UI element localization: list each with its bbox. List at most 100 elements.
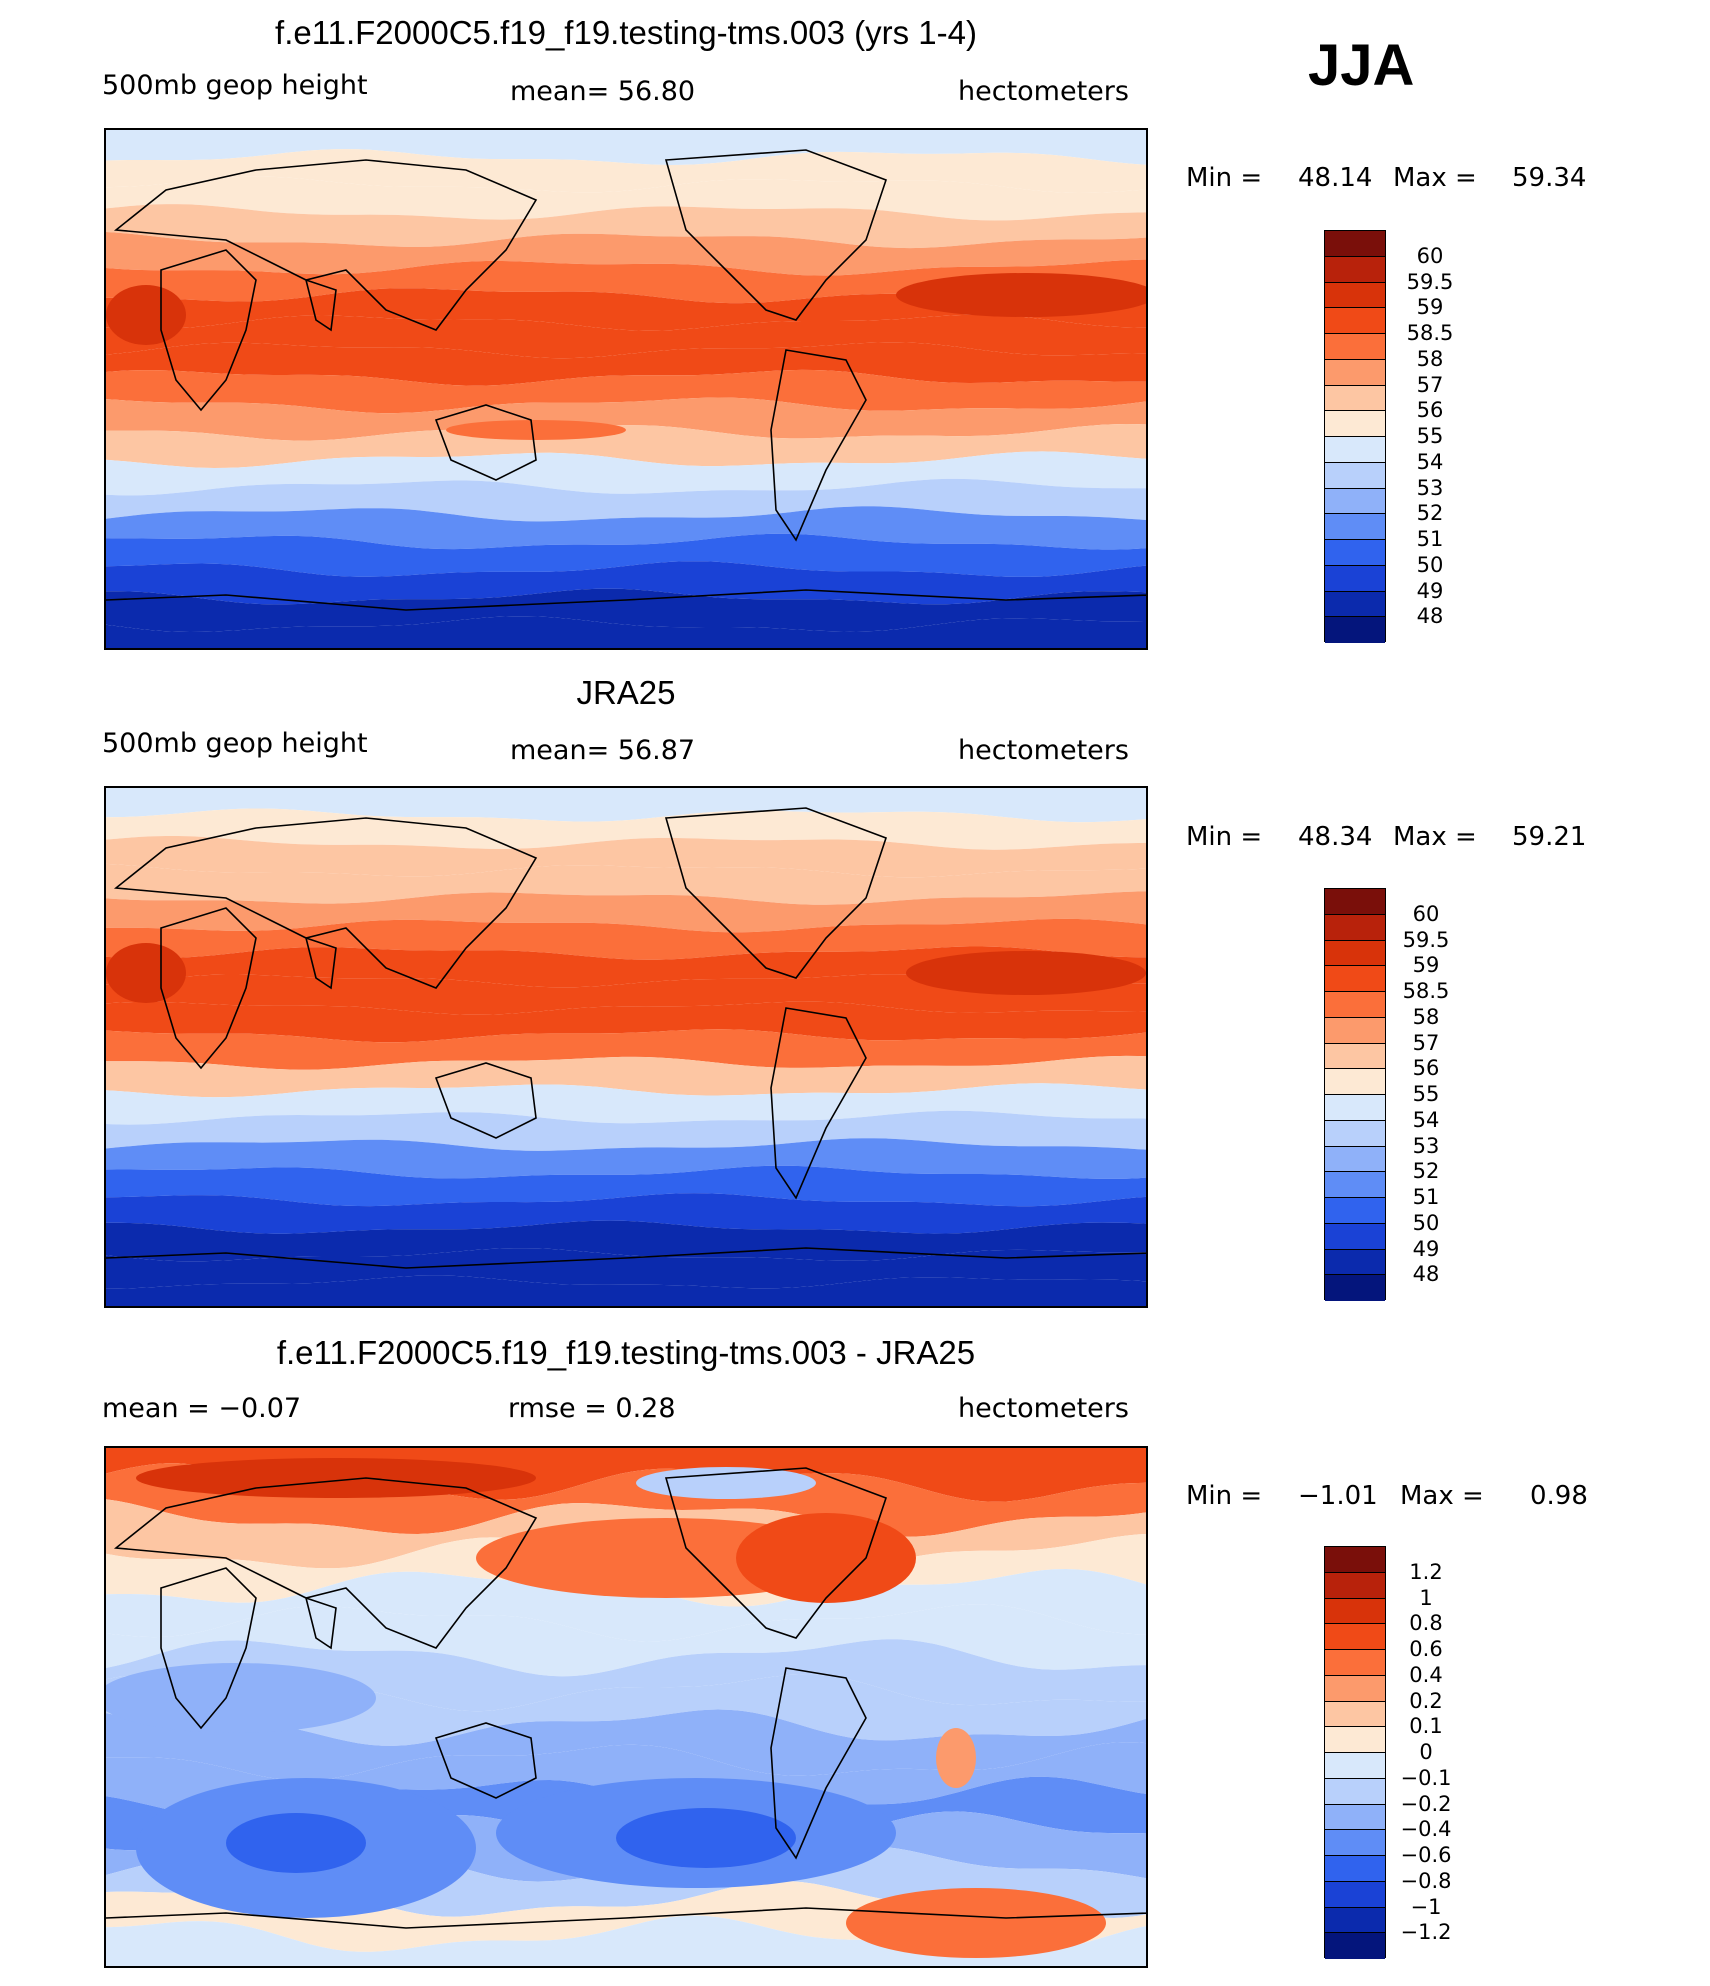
contour-band bbox=[106, 616, 1146, 648]
colorbar-tick-label: −0.6 bbox=[1400, 1843, 1452, 1867]
contour-band bbox=[106, 204, 1146, 249]
panel2-variable-label: 500mb geop height bbox=[102, 728, 368, 759]
colorbar-tick-label: −1 bbox=[1410, 1894, 1442, 1919]
panel3-mean-label: mean = −0.07 bbox=[102, 1393, 302, 1424]
colorbar-segment bbox=[1325, 1701, 1385, 1728]
coastline bbox=[434, 1722, 537, 1799]
colorbar-tick-label: 59.5 bbox=[1402, 927, 1450, 952]
colorbar-tick-label: 58 bbox=[1416, 346, 1444, 371]
panel3-contour-field bbox=[106, 1448, 1146, 1966]
contour-blob bbox=[106, 943, 186, 1003]
contour-blob bbox=[106, 285, 186, 345]
colorbar-segment bbox=[1325, 540, 1385, 566]
contour-band bbox=[106, 1029, 1146, 1070]
contour-band bbox=[106, 232, 1146, 276]
coastline bbox=[664, 1467, 888, 1639]
coastline bbox=[106, 589, 1146, 611]
coastline bbox=[434, 404, 537, 481]
colorbar-tick-label: 1 bbox=[1419, 1585, 1433, 1610]
colorbar-tick-label: 54 bbox=[1416, 449, 1444, 474]
panel1-contour-field bbox=[106, 130, 1146, 648]
colorbar-segment bbox=[1325, 1043, 1385, 1070]
colorbar-tick-label: 50 bbox=[1416, 552, 1444, 577]
contour-band bbox=[106, 1001, 1146, 1043]
colorbar-tick-label: −0.1 bbox=[1400, 1765, 1452, 1790]
colorbar-tick-label: 52 bbox=[1412, 1159, 1440, 1184]
colorbar-segment bbox=[1325, 591, 1385, 618]
coastline bbox=[434, 1062, 537, 1139]
panel3-title: f.e11.F2000C5.f19_f19.testing-tms.003 - … bbox=[276, 1334, 976, 1371]
colorbar-tick-label: 1.2 bbox=[1409, 1559, 1443, 1584]
contour-band bbox=[106, 974, 1146, 1015]
coastline bbox=[113, 159, 538, 331]
colorbar-segment bbox=[1325, 1856, 1385, 1882]
coastline bbox=[160, 249, 257, 412]
contour-band bbox=[106, 946, 1146, 988]
panel2-units-label: hectometers bbox=[958, 735, 1129, 766]
contour-band bbox=[106, 176, 1146, 221]
panel3-max-label: Max = bbox=[1400, 1481, 1484, 1511]
colorbar-tick-label: 0.1 bbox=[1409, 1714, 1443, 1739]
colorbar-segment bbox=[1325, 359, 1385, 386]
colorbar-segment bbox=[1325, 334, 1385, 360]
colorbar-segment bbox=[1325, 966, 1385, 992]
colorbar-segment bbox=[1325, 514, 1385, 540]
colorbar-segment bbox=[1325, 565, 1385, 592]
contour-blob bbox=[846, 1888, 1106, 1958]
contour-blob bbox=[446, 420, 626, 440]
colorbar-tick-label: −0.2 bbox=[1400, 1791, 1452, 1816]
colorbar-tick-label: 50 bbox=[1412, 1210, 1440, 1235]
colorbar-tick-label: 59.5 bbox=[1406, 269, 1454, 294]
colorbar-tick-label: 49 bbox=[1412, 1236, 1440, 1261]
colorbar-segment bbox=[1325, 1778, 1385, 1805]
colorbar-segment bbox=[1325, 1198, 1385, 1224]
colorbar-segment bbox=[1325, 1727, 1385, 1753]
colorbar-segment bbox=[1325, 914, 1385, 941]
colorbar-tick-label: 56 bbox=[1412, 1056, 1440, 1081]
contour-blob bbox=[616, 1808, 796, 1868]
coastline bbox=[113, 1477, 538, 1649]
contour-blob bbox=[906, 951, 1146, 995]
colorbar-tick-label: 51 bbox=[1416, 527, 1444, 551]
contour-blob bbox=[936, 1728, 976, 1788]
colorbar-tick-label: 0.4 bbox=[1409, 1662, 1443, 1687]
colorbar-segment bbox=[1325, 1933, 1385, 1959]
contour-band bbox=[106, 1463, 1146, 1537]
contour-band bbox=[106, 788, 1146, 823]
colorbar-segment bbox=[1325, 992, 1385, 1018]
colorbar-tick-label: 49 bbox=[1416, 578, 1444, 603]
contour-band bbox=[106, 918, 1146, 960]
panel3-rmse-label: rmse = 0.28 bbox=[508, 1393, 676, 1424]
colorbar-tick-label: 58.5 bbox=[1406, 321, 1454, 345]
panel1-variable-label: 500mb geop height bbox=[102, 70, 368, 101]
colorbar-segment bbox=[1325, 282, 1385, 309]
panel3-min-value: −1.01 bbox=[1298, 1481, 1378, 1511]
contour-band bbox=[106, 342, 1146, 386]
coastline bbox=[106, 1907, 1146, 1929]
colorbar-segment bbox=[1325, 462, 1385, 489]
contour-band bbox=[106, 1220, 1146, 1262]
colorbar-segment bbox=[1325, 1547, 1385, 1573]
contour-band bbox=[106, 588, 1146, 632]
colorbar-tick-label: 53 bbox=[1412, 1133, 1440, 1158]
colorbar-segment bbox=[1325, 308, 1385, 334]
colorbar-segment bbox=[1325, 1095, 1385, 1121]
panel1-mean-label: mean= 56.80 bbox=[510, 76, 696, 107]
panel2-contour-field bbox=[106, 788, 1146, 1306]
colorbar-segment bbox=[1325, 940, 1385, 967]
coastline bbox=[664, 807, 888, 979]
colorbar-tick-label: 51 bbox=[1412, 1185, 1440, 1209]
colorbar-tick-label: 52 bbox=[1416, 501, 1444, 526]
colorbar-tick-label: 60 bbox=[1416, 243, 1444, 268]
season-label: JJA bbox=[1308, 33, 1415, 98]
panel1-min-label: Min = bbox=[1186, 163, 1263, 193]
contour-band bbox=[106, 130, 1146, 165]
colorbar-tick-label: 0.6 bbox=[1409, 1637, 1443, 1661]
contour-band bbox=[106, 1639, 1146, 1712]
panel1-min-value: 48.14 bbox=[1298, 163, 1373, 193]
contour-band bbox=[106, 478, 1146, 522]
colorbar-segment bbox=[1325, 1624, 1385, 1650]
panel3-units-label: hectometers bbox=[958, 1393, 1129, 1424]
contour-band bbox=[106, 1275, 1146, 1306]
colorbar-segment bbox=[1325, 617, 1385, 643]
